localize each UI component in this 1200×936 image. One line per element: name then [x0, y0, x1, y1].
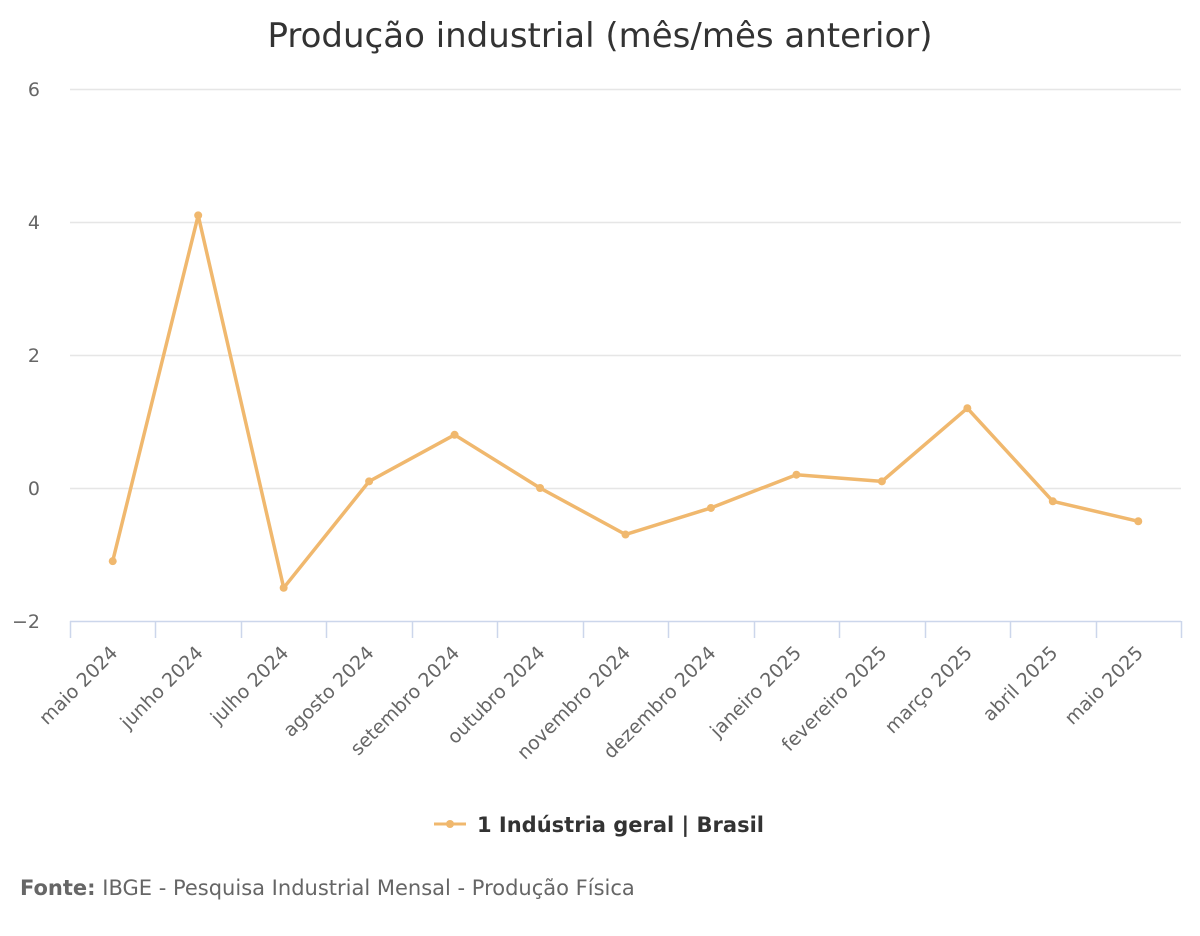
y-axis: −2 0 2 4 6: [12, 79, 40, 633]
series-layer: [108, 211, 1143, 592]
legend-point-marker: [446, 820, 454, 828]
data-point: [1134, 517, 1143, 526]
x-tick-label: julho 2024: [206, 642, 293, 729]
data-point: [194, 211, 203, 220]
data-point: [1048, 497, 1057, 506]
y-tick-label: 0: [28, 478, 40, 500]
x-tick-label: maio 2025: [1061, 642, 1148, 729]
data-point: [536, 484, 545, 492]
legend-label: 1 Indústria geral | Brasil: [477, 813, 764, 838]
x-tick-label: março 2025: [881, 642, 977, 738]
source-prefix: Fonte:: [20, 876, 96, 900]
data-point: [279, 583, 288, 592]
legend[interactable]: 1 Indústria geral | Brasil: [434, 813, 764, 838]
data-point: [365, 477, 374, 486]
x-tick-label: junho 2024: [115, 642, 207, 734]
data-point: [706, 503, 715, 512]
data-point: [963, 404, 972, 413]
source-text: IBGE - Pesquisa Industrial Mensal - Prod…: [102, 876, 635, 900]
data-point: [621, 530, 630, 539]
grid-lines: [70, 88, 1181, 490]
data-point: [450, 430, 459, 439]
y-tick-label: 6: [28, 79, 40, 101]
x-tick-label: maio 2024: [35, 642, 122, 729]
data-point: [792, 470, 801, 479]
y-tick-label: −2: [12, 611, 40, 633]
data-point: [108, 557, 117, 566]
data-point: [877, 477, 886, 486]
chart-title: Produção industrial (mês/mês anterior): [267, 16, 932, 56]
x-tick-label: abril 2025: [979, 642, 1063, 726]
y-tick-label: 2: [28, 345, 40, 367]
source-note: Fonte: IBGE - Pesquisa Industrial Mensal…: [20, 876, 635, 900]
y-tick-label: 4: [28, 212, 40, 234]
